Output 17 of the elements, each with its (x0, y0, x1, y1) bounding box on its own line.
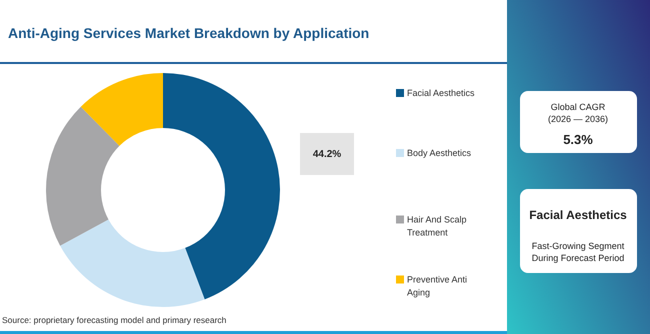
source-note: Source: proprietary forecasting model and primary research (2, 315, 227, 325)
donut-slice (60, 220, 205, 307)
text: Facial Aesthetics (529, 208, 628, 222)
text: During Forecast Period (532, 253, 624, 263)
donut-slice (46, 106, 120, 246)
donut-slice (163, 73, 280, 300)
legend-label: Hair And Scalp Treatment (407, 214, 467, 238)
legend-label: Facial Aesthetics (407, 88, 476, 98)
legend-label: Preventive Anti Aging (407, 274, 468, 298)
donut-slice (80, 73, 163, 146)
text: Fast-Growing Segment (532, 241, 625, 251)
legend-label: Body Aesthetics (407, 148, 472, 158)
text: (2026 — 2036) (548, 114, 608, 124)
text: Global CAGR (550, 102, 606, 112)
data-label: 44.2% (312, 149, 342, 160)
chart-title: Anti-Aging Services Market Breakdown by Application (8, 25, 370, 41)
text: 5.3% (563, 132, 594, 147)
